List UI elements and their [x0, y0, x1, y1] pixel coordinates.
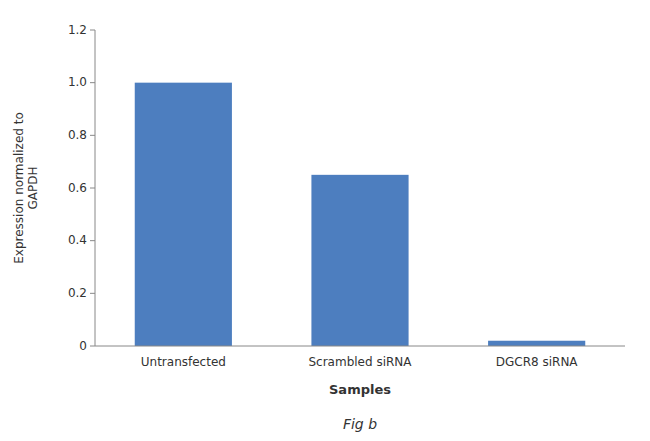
chart-container: 0 0.2 0.4 0.6 0.8 1.0 1.2 Untransfected Scramble… — [0, 0, 650, 441]
x-tick-label: Scrambled siRNA — [308, 355, 412, 369]
y-tick — [90, 240, 95, 241]
y-axis-label: Expression normalized toGAPDH — [12, 112, 40, 264]
y-tick-label: 0.4 — [68, 233, 87, 247]
y-axis-label-line: Expression normalized to — [12, 112, 26, 264]
x-axis-line — [95, 346, 625, 347]
annotation: Fig b — [343, 416, 377, 432]
y-tick — [90, 82, 95, 83]
bar — [135, 83, 232, 346]
y-axis-label-line: GAPDH — [26, 166, 40, 209]
y-tick — [90, 135, 95, 136]
y-tick-label: 1.2 — [68, 23, 87, 37]
bars — [135, 83, 586, 346]
bar — [488, 341, 585, 346]
x-axis-label: Samples — [329, 382, 391, 397]
bar — [311, 175, 408, 346]
y-tick-label: 0 — [79, 339, 87, 353]
y-tick — [90, 30, 95, 31]
y-tick — [90, 346, 95, 347]
y-tick — [90, 188, 95, 189]
y-tick-label: 0.6 — [68, 181, 87, 195]
y-tick — [90, 293, 95, 294]
y-tick-label: 1.0 — [68, 75, 87, 89]
y-tick-label: 0.8 — [68, 128, 87, 142]
chart-svg: 0 0.2 0.4 0.6 0.8 1.0 1.2 Untransfected Scramble… — [0, 0, 650, 441]
x-tick-label: Untransfected — [141, 355, 226, 369]
plot-area — [135, 83, 586, 346]
y-tick-label: 0.2 — [68, 286, 87, 300]
x-tick-label: DGCR8 siRNA — [496, 355, 579, 369]
